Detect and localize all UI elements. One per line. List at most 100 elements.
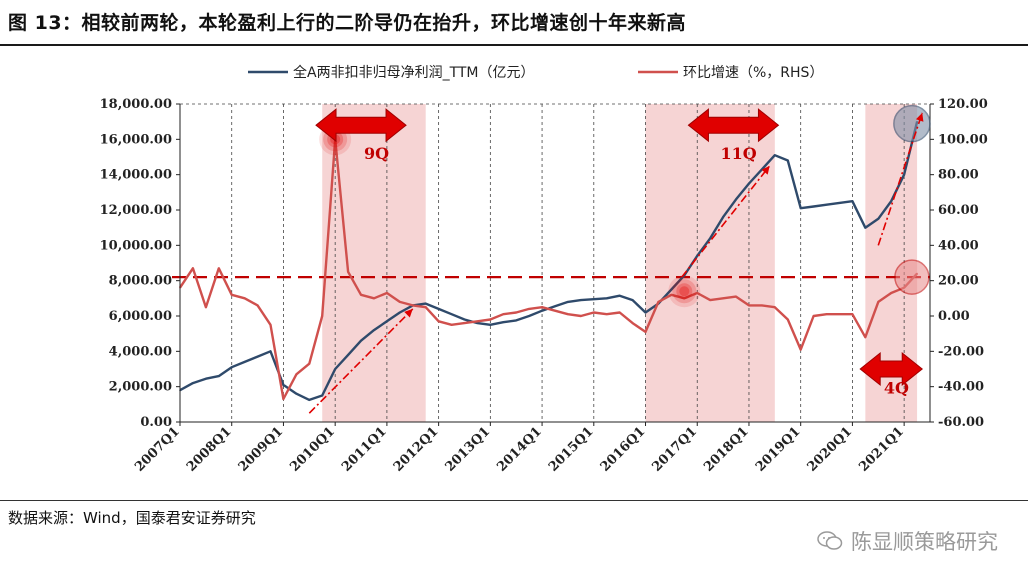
glow-ring — [668, 275, 701, 308]
data-point — [748, 182, 750, 185]
watermark-text: 陈显顺策略研究 — [851, 530, 998, 554]
annotation-label-2: 11Q — [721, 144, 757, 163]
data-point — [243, 297, 246, 300]
data-point — [373, 329, 375, 331]
annotation-label-1: 9Q — [364, 144, 389, 163]
data-point — [592, 311, 595, 314]
data-point — [230, 294, 233, 296]
trend-arrow-2 — [681, 165, 771, 278]
data-point — [554, 305, 556, 308]
data-point — [877, 301, 880, 303]
x-tick-label: 2020Q1 — [805, 424, 856, 475]
x-tick-label: 2010Q1 — [287, 424, 338, 475]
data-point — [799, 207, 802, 210]
data-point — [786, 159, 789, 162]
data-point — [295, 373, 298, 376]
data-point — [489, 324, 492, 326]
data-point — [631, 322, 634, 324]
data-point — [709, 237, 711, 240]
data-point — [528, 315, 530, 317]
legend-label-primary: 全A两非扣非归母净利润_TTM（亿元） — [293, 64, 535, 81]
x-tick-label: 2013Q1 — [443, 424, 494, 475]
data-point — [670, 294, 673, 296]
data-point — [761, 304, 763, 307]
data-point — [774, 306, 776, 308]
data-point — [463, 322, 466, 324]
glow-ring — [679, 286, 690, 297]
data-point — [205, 306, 207, 308]
data-point — [812, 205, 815, 208]
left-tick-label: 2,000.00 — [109, 380, 172, 395]
data-point — [567, 301, 569, 303]
data-point — [399, 301, 401, 303]
data-point — [256, 355, 259, 358]
data-point — [269, 324, 272, 326]
highlight-circle-end-growth — [894, 259, 930, 295]
data-point — [515, 319, 518, 322]
series-layer — [179, 120, 919, 402]
double-arrow-11q — [687, 108, 780, 143]
data-point — [476, 322, 479, 324]
data-point — [890, 292, 893, 294]
data-point — [282, 398, 285, 400]
x-tick-label: 2009Q1 — [236, 424, 287, 475]
data-point — [644, 311, 647, 314]
data-point — [864, 336, 867, 339]
series-line-1 — [179, 121, 919, 402]
double-arrow-icon — [315, 108, 407, 143]
data-point — [748, 304, 750, 307]
right-tick-label: 0.00 — [938, 309, 970, 324]
data-point — [812, 315, 815, 317]
left-tick-label: 10,000.00 — [100, 238, 172, 253]
data-point — [437, 308, 440, 310]
data-point — [670, 288, 673, 291]
right-tick-label: 40.00 — [938, 238, 979, 253]
footer-divider — [0, 500, 1028, 501]
right-tick-label: 20.00 — [938, 274, 979, 289]
data-point — [308, 362, 311, 365]
data-point — [450, 324, 453, 326]
double-arrow-4q — [859, 351, 924, 387]
data-point — [230, 366, 233, 369]
right-tick-label: -40.00 — [938, 380, 984, 395]
x-tick-label: 2018Q1 — [701, 424, 752, 475]
data-point — [334, 368, 336, 370]
data-point — [205, 377, 207, 380]
chart: 全A两非扣非归母净利润_TTM（亿元） 环比增速（%，RHS） 0.00 2,00… — [100, 64, 988, 475]
data-point — [825, 313, 828, 316]
data-point — [825, 203, 828, 206]
trend-line — [681, 165, 771, 278]
source-note: 数据来源：Wind，国泰君安证券研究 — [8, 509, 256, 527]
data-point — [786, 318, 789, 321]
data-point — [696, 292, 699, 294]
trend-arrow-1 — [308, 308, 414, 414]
trend-arrow-3 — [877, 112, 924, 246]
figure-title: 图 13：相较前两轮，本轮盈利上行的二阶导仍在抬升，环比增速创十年来新高 — [8, 12, 687, 34]
left-tick-label: 18,000.00 — [100, 97, 172, 112]
shaded-period-1 — [322, 104, 426, 422]
data-point — [605, 297, 608, 300]
annotation-layer: 9Q 11Q 4Q — [308, 104, 931, 414]
data-point — [502, 313, 505, 316]
left-tick-label: 16,000.00 — [100, 132, 172, 147]
trend-line — [877, 112, 924, 246]
data-point — [386, 292, 388, 294]
data-point — [618, 311, 621, 314]
data-point — [799, 348, 802, 351]
data-point — [528, 308, 530, 310]
data-point — [735, 198, 737, 201]
left-tick-label: 8,000.00 — [109, 274, 172, 289]
data-point — [347, 354, 349, 356]
data-point — [592, 298, 595, 301]
data-point — [399, 311, 401, 314]
data-point — [709, 299, 711, 301]
right-tick-label: 120.00 — [938, 97, 988, 112]
left-tick-label: 14,000.00 — [100, 168, 172, 183]
trend-arrowhead — [915, 112, 924, 122]
data-point — [851, 200, 854, 202]
data-point — [696, 255, 699, 257]
axis-layer: 0.00 2,000.00 4,000.00 6,000.00 8,000.00 10,0… — [100, 97, 988, 475]
data-point — [903, 173, 905, 176]
data-point — [192, 267, 194, 270]
data-point — [243, 361, 246, 363]
